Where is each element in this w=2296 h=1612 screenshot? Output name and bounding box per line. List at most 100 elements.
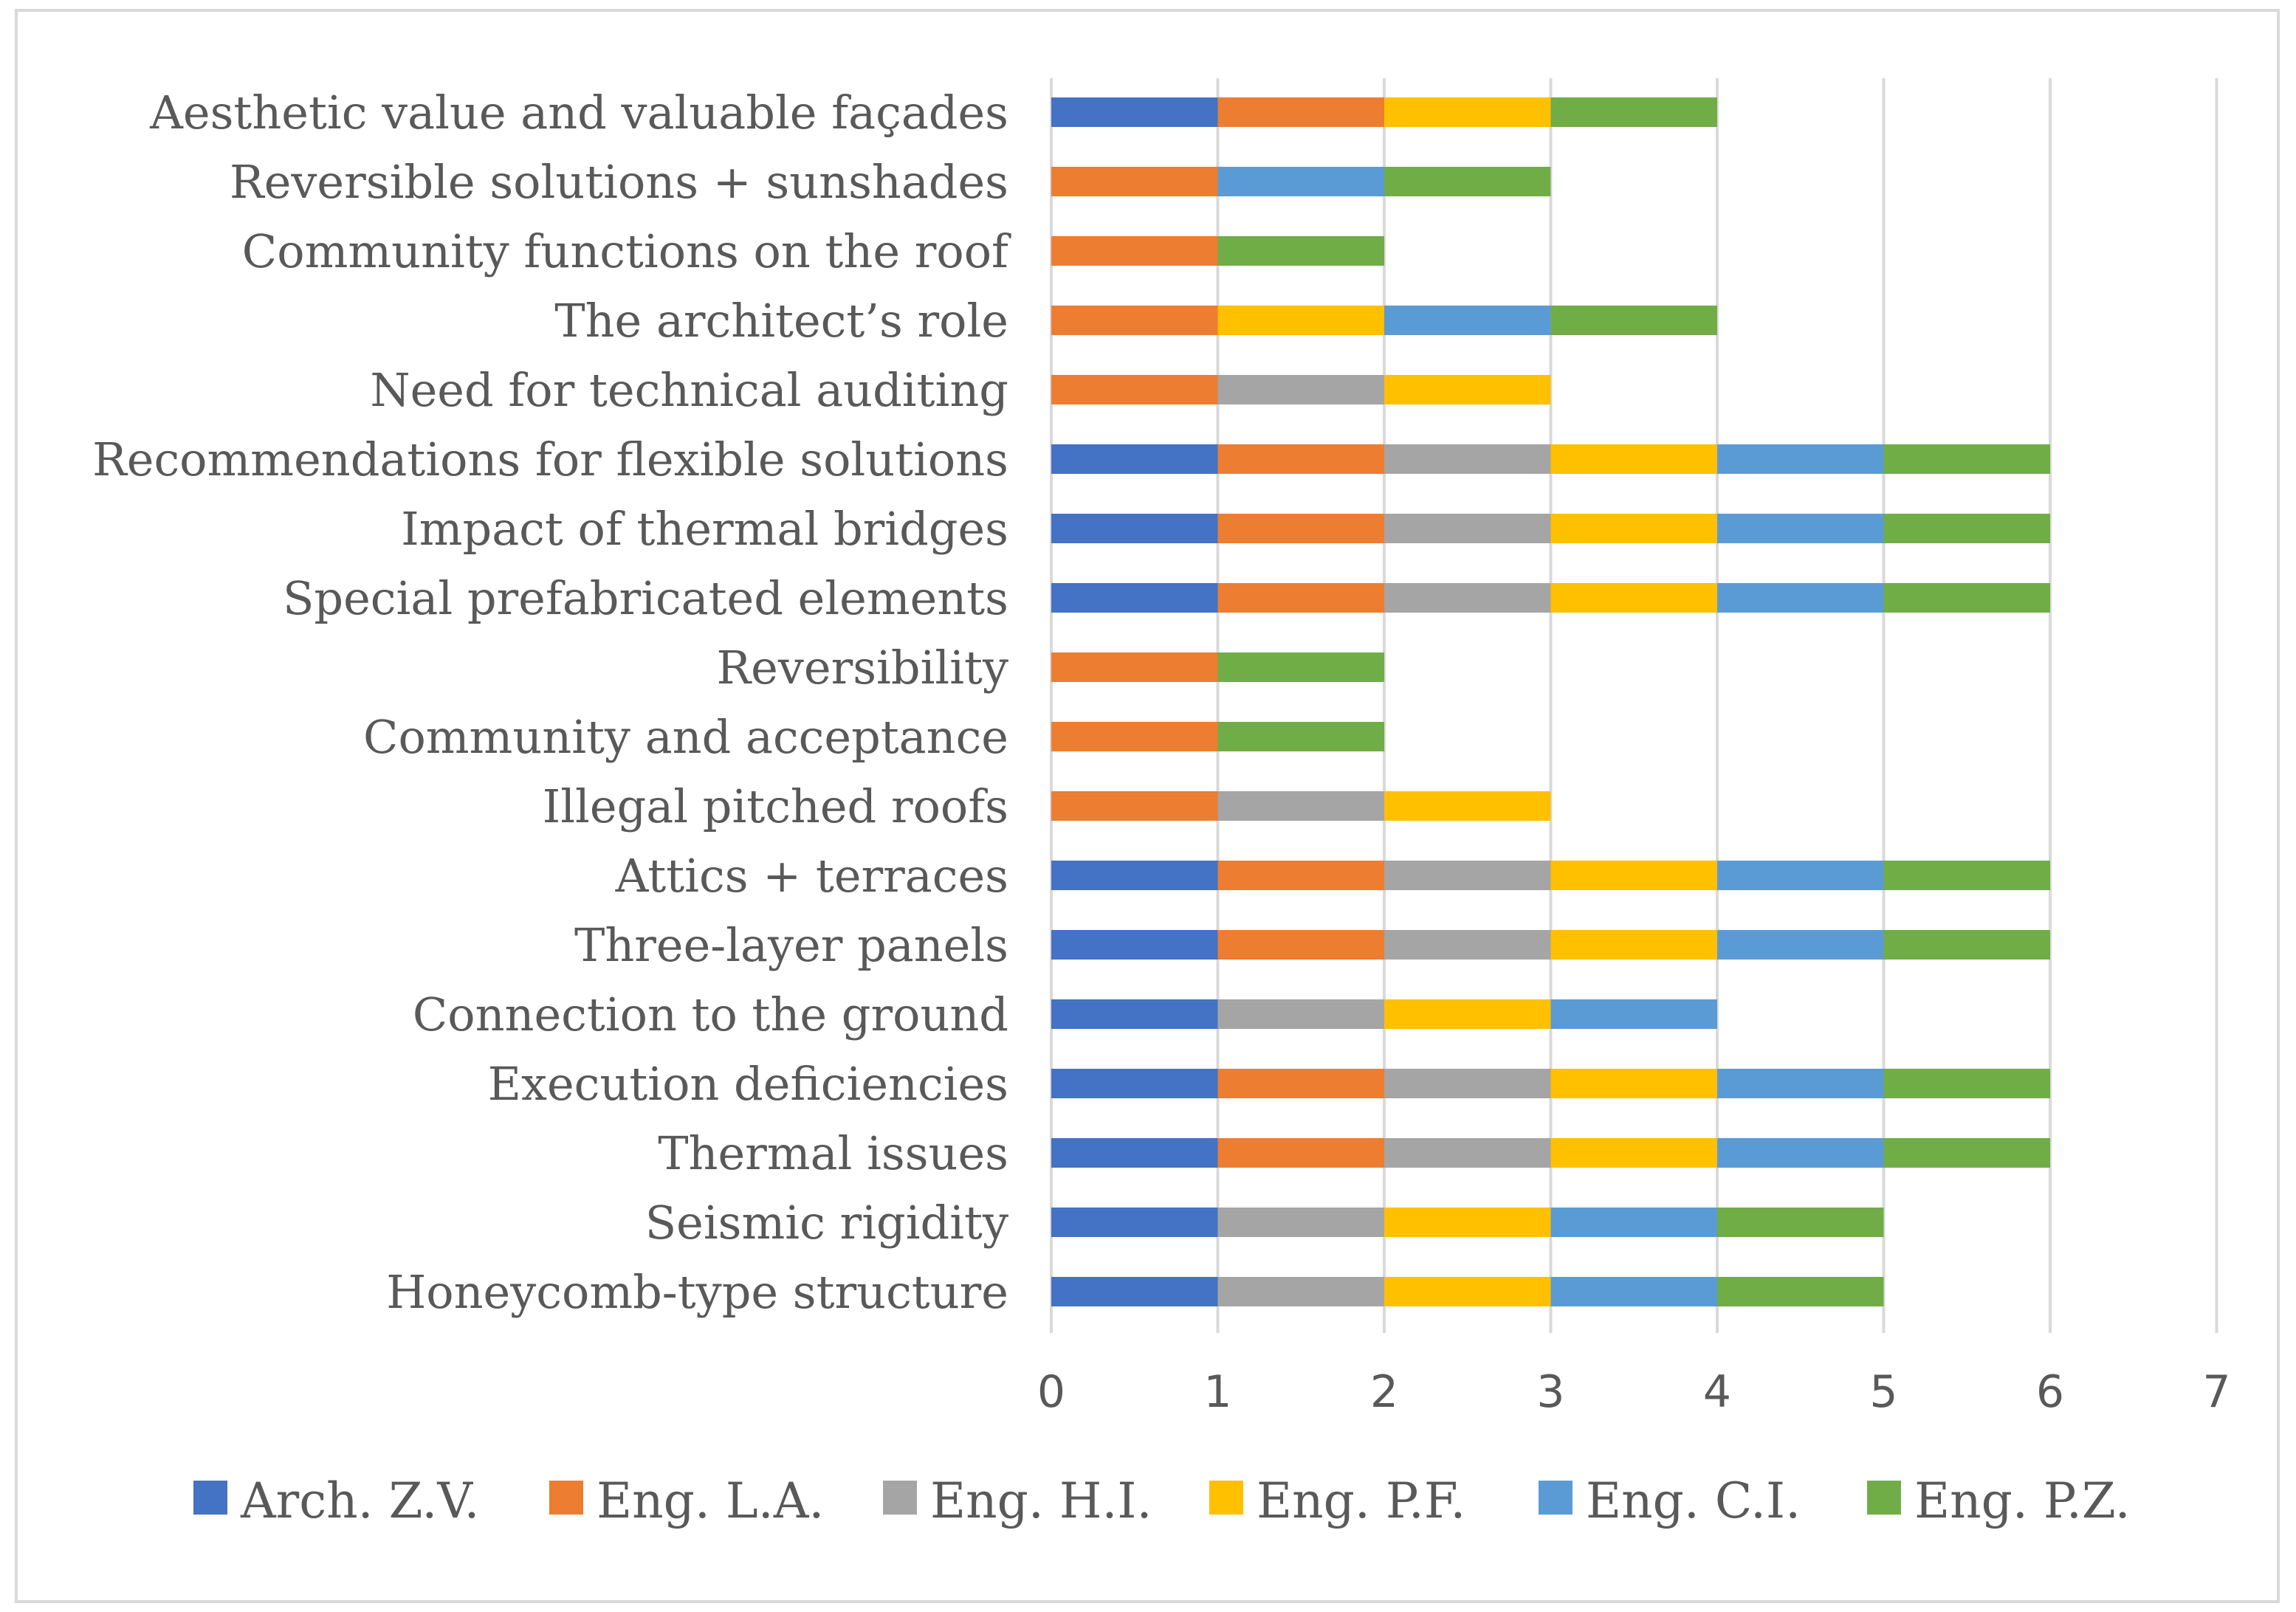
category-label: Connection to the ground: [413, 988, 1008, 1041]
bar-segment-eng-h-i: [1384, 861, 1551, 890]
bar-segment-eng-p-f: [1550, 514, 1717, 543]
chart-frame: Aesthetic value and valuable façades Reve…: [15, 9, 2280, 1603]
bar-segment-eng-l-a: [1051, 791, 1218, 821]
bar-segment-eng-l-a: [1217, 97, 1384, 127]
bar-segment-eng-p-f: [1384, 1208, 1551, 1237]
bar-segment-eng-h-i: [1217, 791, 1384, 821]
bar-segment-eng-p-z: [1883, 1138, 2050, 1168]
bar-segment-eng-h-i: [1217, 1208, 1384, 1237]
bar-segment-eng-p-f: [1550, 444, 1717, 474]
bar-segment-eng-p-z: [1883, 861, 2050, 890]
stacked-bar-chart: Aesthetic value and valuable façades Reve…: [92, 78, 2231, 1529]
legend-label: Arch. Z.V.: [240, 1472, 479, 1529]
x-tick-label: 6: [2036, 1366, 2064, 1418]
category-label: Seismic rigidity: [645, 1196, 1008, 1250]
legend-swatch: [883, 1481, 917, 1515]
bar-segment-eng-l-a: [1051, 167, 1218, 196]
bar-segment-arch-z-v: [1051, 444, 1218, 474]
x-axis-ticks: 0 1 2 3 4 5 6 7: [1037, 1366, 2231, 1418]
bar-segment-eng-c-i: [1550, 999, 1717, 1029]
bar-segment-eng-p-z: [1883, 1069, 2050, 1098]
bar-segment-eng-l-a: [1051, 652, 1218, 682]
legend-swatch: [1867, 1481, 1901, 1515]
bar-segment-arch-z-v: [1051, 97, 1218, 127]
bar-segment-arch-z-v: [1051, 583, 1218, 613]
category-label: Special prefabricated elements: [283, 571, 1008, 625]
bar-segment-eng-p-f: [1550, 1069, 1717, 1098]
x-tick-label: 4: [1703, 1366, 1731, 1418]
bar-segment-arch-z-v: [1051, 1208, 1218, 1237]
bar-segment-eng-p-f: [1550, 930, 1717, 960]
bar-segment-eng-h-i: [1384, 1138, 1551, 1168]
bar-segment-eng-h-i: [1384, 514, 1551, 543]
legend: Arch. Z.V. Eng. L.A. Eng. H.I. Eng. P.F. Eng…: [193, 1472, 2131, 1529]
bar-segment-eng-l-a: [1217, 444, 1384, 474]
bar-segment-eng-l-a: [1217, 583, 1384, 613]
category-label: Attics + terraces: [615, 849, 1008, 903]
bar-segment-eng-p-z: [1217, 236, 1384, 266]
category-label: Community functions on the roof: [242, 224, 1011, 278]
bar-segment-arch-z-v: [1051, 1069, 1218, 1098]
bar-segment-eng-p-f: [1384, 97, 1551, 127]
bar-segment-eng-p-z: [1883, 583, 2050, 613]
bar-segment-eng-c-i: [1550, 1208, 1717, 1237]
legend-swatch: [1539, 1481, 1573, 1515]
bar-segment-eng-h-i: [1384, 444, 1551, 474]
category-label: Need for technical auditing: [370, 363, 1008, 417]
bar-segment-eng-p-z: [1217, 652, 1384, 682]
bar-segment-eng-h-i: [1384, 1069, 1551, 1098]
bar-segment-eng-p-z: [1883, 930, 2050, 960]
bar-segment-eng-l-a: [1051, 375, 1218, 404]
bar-segment-eng-p-z: [1717, 1277, 1884, 1306]
legend-label: Eng. L.A.: [597, 1472, 824, 1529]
category-label: Execution deficiencies: [488, 1057, 1008, 1111]
legend-label: Eng. P.F.: [1257, 1472, 1465, 1529]
bar-segment-eng-c-i: [1384, 306, 1551, 335]
x-tick-label: 0: [1037, 1366, 1065, 1418]
legend-swatch: [1209, 1481, 1243, 1515]
bar-segment-eng-p-f: [1384, 999, 1551, 1029]
x-tick-label: 5: [1869, 1366, 1897, 1418]
category-label: Three-layer panels: [574, 918, 1008, 972]
bar-segment-eng-p-z: [1883, 514, 2050, 543]
category-label: The architect’s role: [554, 294, 1008, 348]
x-tick-label: 2: [1370, 1366, 1398, 1418]
bar-segment-eng-l-a: [1217, 514, 1384, 543]
legend-label: Eng. P.Z.: [1914, 1472, 2131, 1529]
bar-segment-eng-h-i: [1217, 1277, 1384, 1306]
bar-segment-eng-c-i: [1717, 861, 1884, 890]
bar-segment-eng-p-z: [1384, 167, 1551, 196]
bar-segment-eng-l-a: [1051, 722, 1218, 751]
bar-segment-eng-c-i: [1717, 1138, 1884, 1168]
bar-segment-eng-l-a: [1217, 1138, 1384, 1168]
bar-segment-eng-p-z: [1550, 97, 1717, 127]
category-label: Recommendations for flexible solutions: [92, 433, 1008, 486]
bar-segment-eng-p-z: [1550, 306, 1717, 335]
bar-segment-arch-z-v: [1051, 930, 1218, 960]
x-tick-label: 7: [2202, 1366, 2230, 1418]
bar-segment-eng-h-i: [1384, 583, 1551, 613]
bar-segment-eng-c-i: [1717, 514, 1884, 543]
category-label: Reversible solutions + sunshades: [230, 155, 1008, 209]
gridlines: [1050, 78, 2218, 1333]
bar-segment-eng-p-f: [1384, 791, 1551, 821]
bar-segment-eng-p-f: [1384, 1277, 1551, 1306]
bar-segment-eng-c-i: [1217, 167, 1384, 196]
category-label: Thermal issues: [658, 1126, 1008, 1180]
category-label: Community and acceptance: [363, 710, 1008, 764]
bar-segment-eng-l-a: [1051, 236, 1218, 266]
bar-segment-eng-h-i: [1217, 375, 1384, 404]
bar-segment-eng-l-a: [1217, 1069, 1384, 1098]
legend-label: Eng. C.I.: [1586, 1472, 1801, 1529]
legend-swatch: [549, 1481, 583, 1515]
bar-segment-eng-c-i: [1717, 1069, 1884, 1098]
bar-segment-eng-h-i: [1217, 999, 1384, 1029]
bar-segment-eng-l-a: [1217, 930, 1384, 960]
category-label: Reversibility: [717, 641, 1009, 695]
bar-segment-eng-c-i: [1550, 1277, 1717, 1306]
bar-segment-eng-p-f: [1550, 1138, 1717, 1168]
bar-segment-eng-p-f: [1217, 306, 1384, 335]
bar-segment-eng-c-i: [1717, 444, 1884, 474]
bar-segment-eng-p-f: [1550, 583, 1717, 613]
category-label: Illegal pitched roofs: [543, 779, 1008, 833]
